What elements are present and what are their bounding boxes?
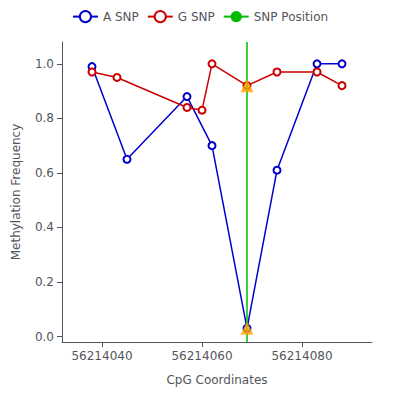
svg-text:0.0: 0.0 (35, 330, 54, 344)
svg-text:56214060: 56214060 (171, 349, 232, 363)
svg-text:A SNP: A SNP (103, 10, 139, 24)
svg-text:56214040: 56214040 (71, 349, 132, 363)
svg-text:0.6: 0.6 (35, 166, 54, 180)
svg-text:Methylation Frequency: Methylation Frequency (9, 124, 23, 261)
svg-text:CpG Coordinates: CpG Coordinates (166, 373, 267, 387)
svg-text:0.4: 0.4 (35, 220, 54, 234)
svg-text:0.2: 0.2 (35, 275, 54, 289)
svg-text:1.0: 1.0 (35, 57, 54, 71)
svg-text:56214080: 56214080 (271, 349, 332, 363)
svg-text:0.8: 0.8 (35, 111, 54, 125)
svg-text:G SNP: G SNP (178, 10, 215, 24)
svg-text:SNP Position: SNP Position (254, 10, 328, 24)
